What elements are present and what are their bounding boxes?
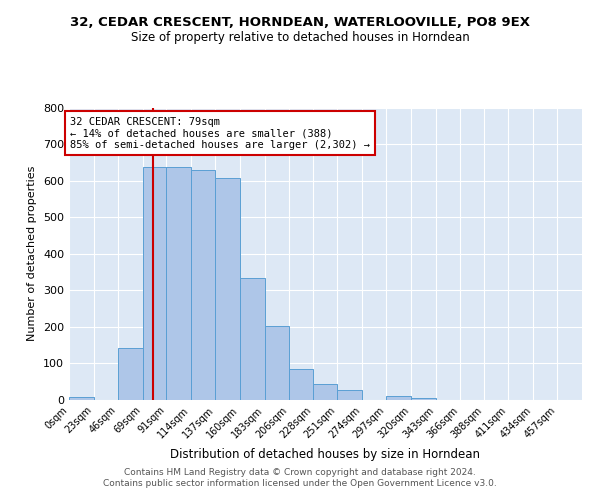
Bar (411, 398, 436, 400)
Text: Contains HM Land Registry data © Crown copyright and database right 2024.
Contai: Contains HM Land Registry data © Crown c… (103, 468, 497, 487)
Bar (240, 278, 265, 400)
Bar (386, 396, 411, 400)
Bar (143, 166, 166, 400)
X-axis label: Distribution of detached houses by size in Horndean: Distribution of detached houses by size … (170, 448, 481, 461)
Text: 32, CEDAR CRESCENT, HORNDEAN, WATERLOOVILLE, PO8 9EX: 32, CEDAR CRESCENT, HORNDEAN, WATERLOOVI… (70, 16, 530, 29)
Bar (289, 370, 313, 400)
Bar (69, 398, 94, 400)
Bar (191, 170, 215, 400)
Text: 32 CEDAR CRESCENT: 79sqm
← 14% of detached houses are smaller (388)
85% of semi-: 32 CEDAR CRESCENT: 79sqm ← 14% of detach… (70, 116, 370, 150)
Bar (118, 348, 143, 400)
Bar (337, 390, 362, 400)
Bar (265, 326, 289, 400)
Bar (313, 384, 337, 400)
Bar (215, 178, 240, 400)
Y-axis label: Number of detached properties: Number of detached properties (28, 166, 37, 342)
Text: Size of property relative to detached houses in Horndean: Size of property relative to detached ho… (131, 31, 469, 44)
Bar (166, 167, 191, 400)
